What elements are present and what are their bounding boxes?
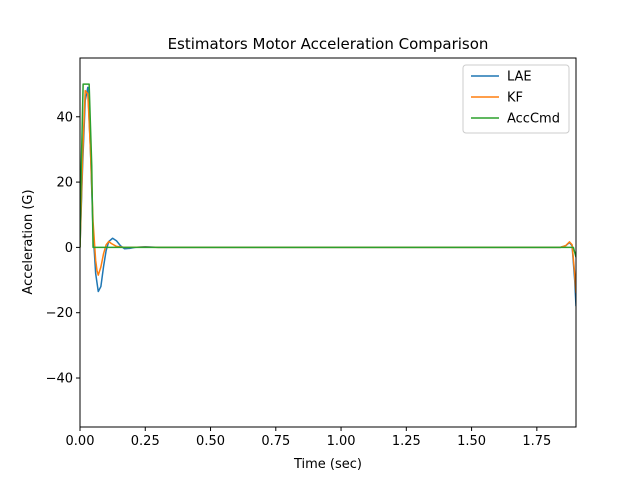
y-tick-label: 20 <box>56 176 73 191</box>
y-tick-label: −40 <box>46 372 73 387</box>
plot-lines <box>80 83 576 307</box>
legend: LAE KF AccCmd <box>462 64 570 134</box>
x-axis-label: Time (sec) <box>293 457 362 472</box>
x-tick-label: 0.50 <box>196 434 225 449</box>
x-tick-label: 0.00 <box>66 434 95 449</box>
chart-title: Estimators Motor Acceleration Comparison <box>168 35 489 53</box>
plot-frame <box>79 57 577 428</box>
legend-box <box>462 64 570 134</box>
x-tick-label: 1.25 <box>392 434 421 449</box>
legend-label-acccmd: AccCmd <box>507 112 560 127</box>
x-ticks: 0.00 0.25 0.50 0.75 1.00 1.25 1.50 1.75 <box>66 427 551 449</box>
y-axis-label: Acceleration (G) <box>21 189 36 294</box>
x-tick-label: 1.50 <box>457 434 486 449</box>
series-line-kf <box>80 89 576 294</box>
legend-label-lae: LAE <box>507 70 532 85</box>
legend-label-kf: KF <box>507 91 523 106</box>
series-line-acccmd <box>80 83 576 258</box>
x-tick-label: 0.25 <box>131 434 160 449</box>
y-ticks: −40 −20 0 20 40 <box>46 110 80 387</box>
y-tick-label: 40 <box>56 110 73 125</box>
y-tick-label: −20 <box>46 306 73 321</box>
x-tick-label: 1.75 <box>522 434 551 449</box>
x-tick-label: 0.75 <box>261 434 290 449</box>
x-tick-label: 1.00 <box>327 434 356 449</box>
y-tick-label: 0 <box>65 241 73 256</box>
